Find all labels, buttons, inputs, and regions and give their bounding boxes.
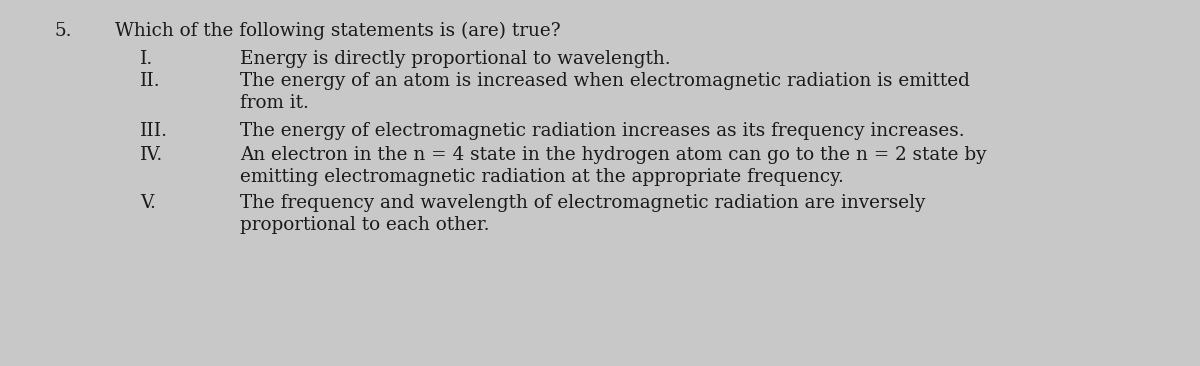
- Text: An electron in the n = 4 state in the hydrogen atom can go to the n = 2 state by: An electron in the n = 4 state in the hy…: [240, 146, 986, 164]
- Text: I.: I.: [140, 50, 154, 68]
- Text: 5.: 5.: [55, 22, 72, 40]
- Text: from it.: from it.: [240, 94, 308, 112]
- Text: The frequency and wavelength of electromagnetic radiation are inversely: The frequency and wavelength of electrom…: [240, 194, 925, 212]
- Text: The energy of an atom is increased when electromagnetic radiation is emitted: The energy of an atom is increased when …: [240, 72, 970, 90]
- Text: V.: V.: [140, 194, 156, 212]
- Text: III.: III.: [140, 122, 168, 140]
- Text: II.: II.: [140, 72, 161, 90]
- Text: proportional to each other.: proportional to each other.: [240, 216, 490, 234]
- Text: Energy is directly proportional to wavelength.: Energy is directly proportional to wavel…: [240, 50, 671, 68]
- Text: Which of the following statements is (are) true?: Which of the following statements is (ar…: [115, 22, 560, 40]
- Text: The energy of electromagnetic radiation increases as its frequency increases.: The energy of electromagnetic radiation …: [240, 122, 965, 140]
- Text: IV.: IV.: [140, 146, 163, 164]
- Text: emitting electromagnetic radiation at the appropriate frequency.: emitting electromagnetic radiation at th…: [240, 168, 844, 186]
